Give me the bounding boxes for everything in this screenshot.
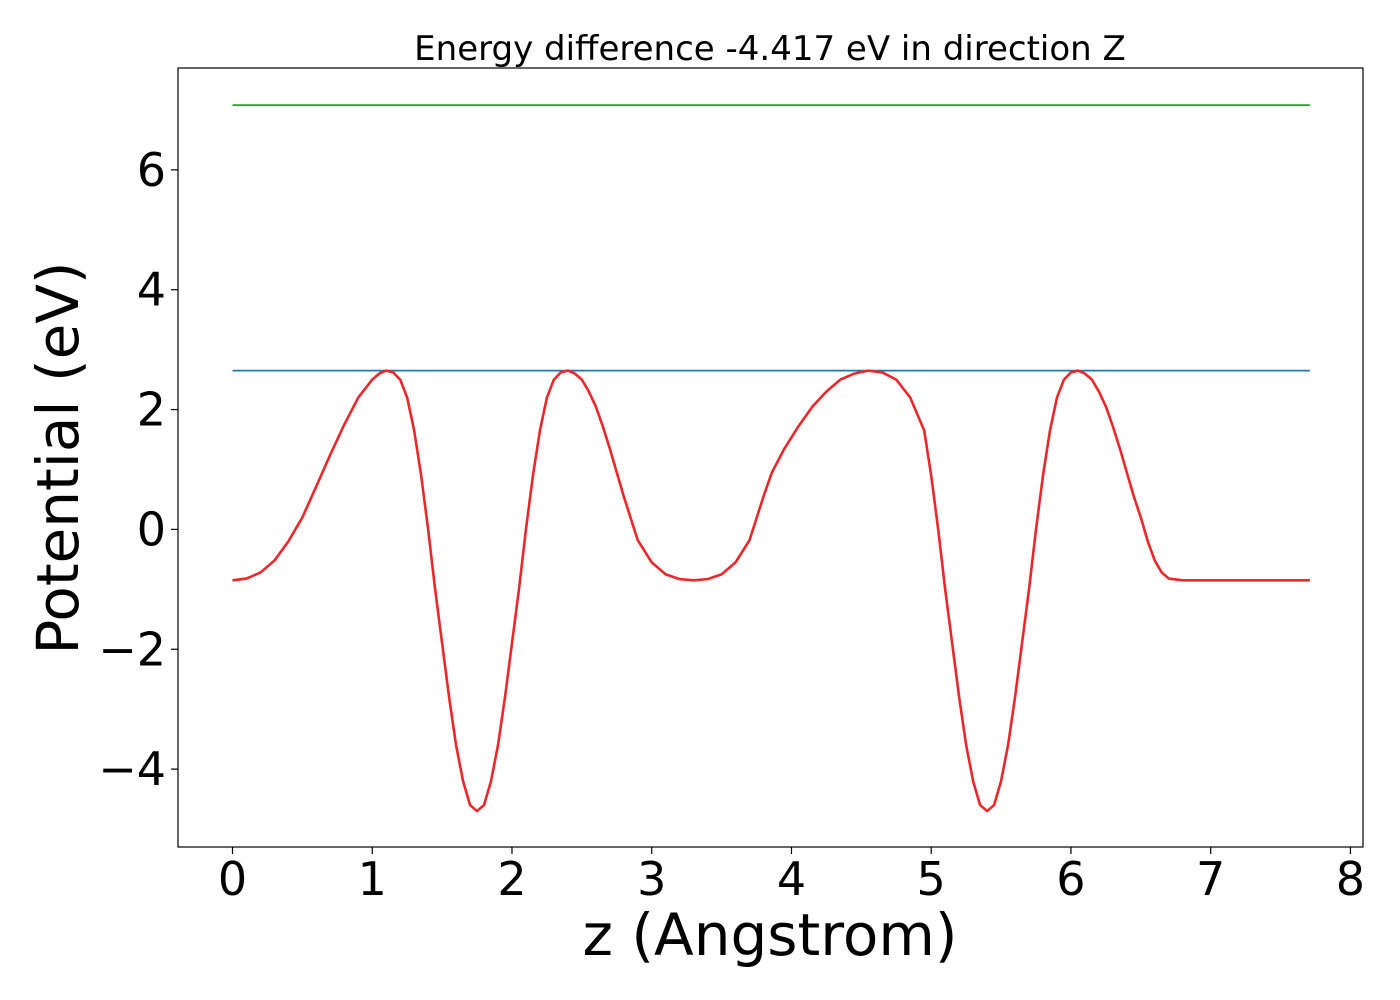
y-tick-label: 4 <box>137 263 166 317</box>
series-layer <box>232 104 1310 813</box>
x-tick-label: 0 <box>218 852 247 906</box>
x-tick-label: 3 <box>637 852 666 906</box>
x-axis-ticks: 0 1 2 3 4 5 6 7 8 <box>218 847 1365 906</box>
y-tick-label: −4 <box>98 742 166 796</box>
y-axis-ticks: −4 −2 0 2 4 6 <box>98 143 178 796</box>
x-tick-label: 8 <box>1336 852 1365 906</box>
x-tick-label: 6 <box>1056 852 1085 906</box>
chart-title: Energy difference -4.417 eV in direction… <box>414 29 1126 69</box>
y-tick-label: −2 <box>98 622 166 676</box>
x-tick-label: 7 <box>1196 852 1225 906</box>
plot-frame <box>177 67 1364 848</box>
series-average-potential-curve <box>232 369 1310 813</box>
y-tick-label: 0 <box>137 502 166 556</box>
x-tick-label: 4 <box>777 852 806 906</box>
y-axis-label: Potential (eV) <box>24 261 92 654</box>
x-tick-label: 5 <box>917 852 946 906</box>
y-tick-label: 6 <box>137 143 166 197</box>
x-axis-label: z (Angstrom) <box>583 901 958 969</box>
x-tick-label: 1 <box>358 852 387 906</box>
x-tick-label: 2 <box>497 852 526 906</box>
y-tick-label: 2 <box>137 383 166 437</box>
